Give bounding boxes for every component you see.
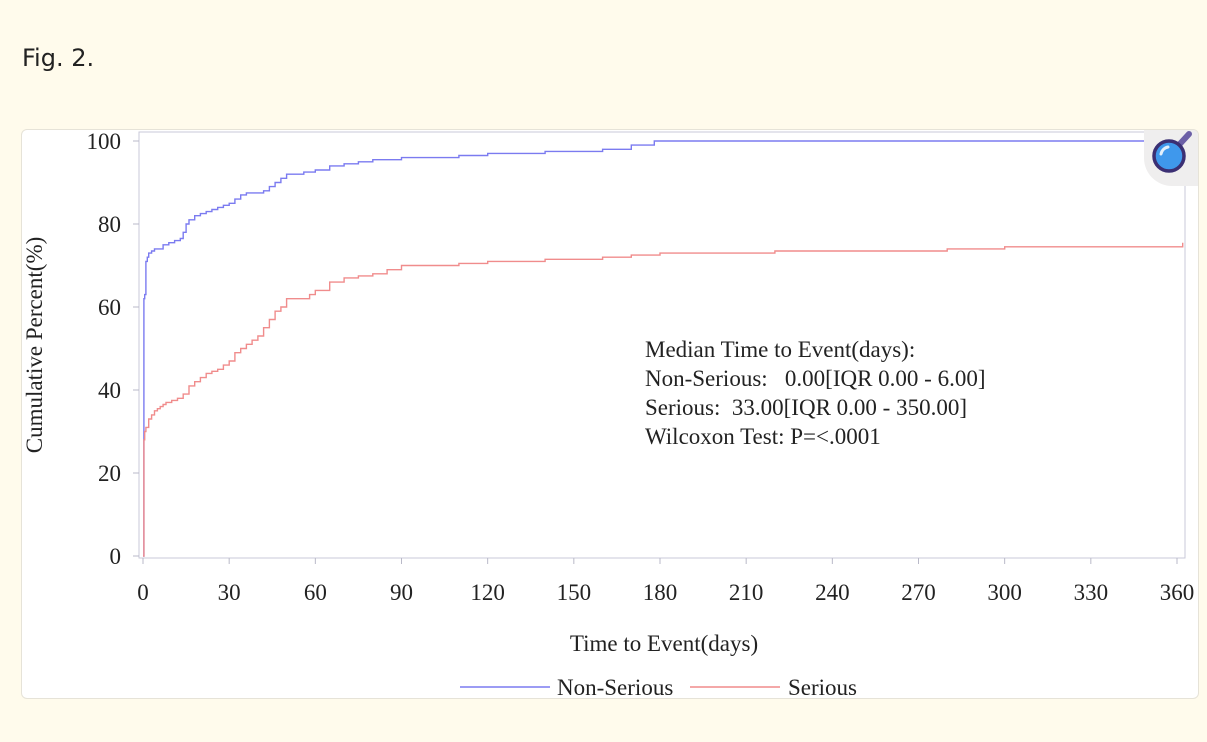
x-tick-label: 210	[729, 580, 764, 605]
x-tick-label: 240	[815, 580, 850, 605]
x-tick-label: 180	[643, 580, 678, 605]
x-axis-ticks: 0 30 60 90 120 150 180 210 240 270 300 330 360	[137, 558, 1194, 605]
x-tick-label: 120	[470, 580, 505, 605]
series-lines	[143, 140, 1184, 557]
plot-frame	[138, 131, 1186, 559]
figure-card: 0 30 60 90 120 150 180 210 240 270 300 330 360 0 20 40…	[21, 129, 1199, 699]
x-tick-label: 0	[137, 580, 149, 605]
legend-label-non-serious: Non-Serious	[557, 675, 673, 698]
median-annotation: Median Time to Event(days): Non-Serious:…	[645, 337, 986, 449]
y-tick-label: 40	[98, 378, 121, 403]
y-tick-label: 0	[110, 544, 122, 569]
y-tick-label: 80	[98, 212, 121, 237]
x-axis-title: Time to Event(days)	[570, 631, 758, 656]
annotation-line-3: Serious: 33.00[IQR 0.00 - 350.00]	[645, 395, 967, 420]
x-tick-label: 60	[304, 580, 327, 605]
legend-label-serious: Serious	[788, 675, 857, 698]
series-line-serious	[143, 242, 1184, 557]
annotation-line-2: Non-Serious: 0.00[IQR 0.00 - 6.00]	[645, 366, 986, 391]
x-tick-label: 270	[901, 580, 936, 605]
x-tick-label: 360	[1160, 580, 1195, 605]
annotation-line-4: Wilcoxon Test: P=<.0001	[645, 424, 881, 449]
x-tick-label: 300	[987, 580, 1022, 605]
figure-label: Fig. 2.	[22, 44, 95, 72]
y-axis-ticks: 0 20 40 60 80 100	[87, 130, 139, 569]
x-tick-label: 330	[1074, 580, 1109, 605]
y-tick-label: 20	[98, 461, 121, 486]
legend: Non-Serious Serious	[460, 675, 857, 698]
series-line-non-serious	[143, 140, 1183, 557]
zoom-button[interactable]	[1144, 130, 1198, 186]
y-tick-label: 100	[87, 130, 122, 154]
magnifier-icon	[1152, 131, 1192, 173]
y-axis-title: Cumulative Percent(%)	[22, 237, 47, 454]
x-tick-label: 90	[390, 580, 413, 605]
km-cumulative-chart: 0 30 60 90 120 150 180 210 240 270 300 330 360 0 20 40…	[22, 130, 1194, 698]
x-tick-label: 150	[557, 580, 592, 605]
annotation-line-1: Median Time to Event(days):	[645, 337, 915, 362]
y-tick-label: 60	[98, 295, 121, 320]
x-tick-label: 30	[218, 580, 241, 605]
